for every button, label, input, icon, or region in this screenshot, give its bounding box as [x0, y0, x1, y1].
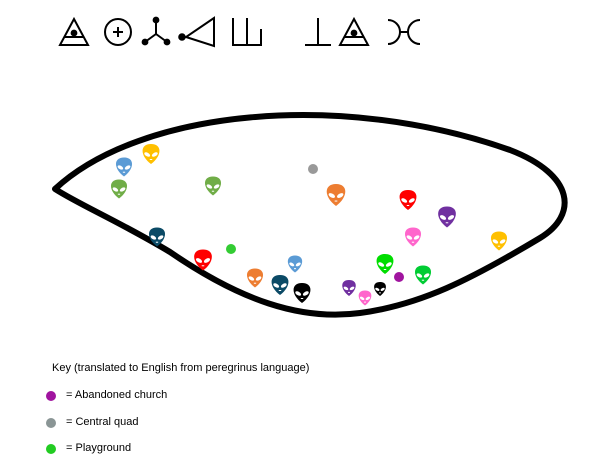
alien-head-icon: [438, 206, 456, 228]
alien-head-icon: [148, 227, 166, 247]
trident-box-icon: [232, 18, 262, 46]
alien-head-icon: [287, 255, 303, 273]
alien-head-icon: [194, 249, 212, 271]
markers-layer: [226, 164, 404, 282]
alien-head-icon: [204, 176, 222, 196]
alien-head-icon: [414, 265, 432, 285]
region-outline: [52, 112, 568, 318]
alien-head-icon: [374, 282, 386, 296]
central-quad-marker: [308, 164, 318, 174]
triangle-with-line-and-dot-icon: [58, 16, 90, 46]
alien-head-icon: [110, 179, 128, 199]
alien-head-icon: [376, 254, 394, 274]
alien-head-icon: [490, 231, 508, 251]
alien-head-icon: [271, 275, 289, 295]
alien-head-icon: [246, 268, 264, 288]
playground-marker: [226, 244, 236, 254]
aliens-layer: [110, 144, 508, 306]
alien-script-title: [58, 16, 421, 48]
double-arc-icon: [387, 19, 421, 45]
alien-head-icon: [404, 227, 422, 247]
three-pronged-node-icon: [141, 16, 171, 46]
alien-head-icon: [358, 290, 372, 306]
alien-head-icon: [115, 157, 133, 177]
up-tack-icon: [305, 18, 331, 46]
abandoned-church-marker: [394, 272, 404, 282]
left-triangle-with-dot-icon: [178, 16, 215, 48]
alien-head-icon: [326, 184, 346, 206]
circled-plus-icon: [104, 18, 132, 46]
alien-head-icon: [342, 280, 356, 296]
triangle-with-line-and-dot-icon: [338, 16, 370, 46]
alien-head-icon: [399, 190, 417, 210]
alien-head-icon: [142, 144, 160, 164]
alien-head-icon: [293, 283, 311, 303]
